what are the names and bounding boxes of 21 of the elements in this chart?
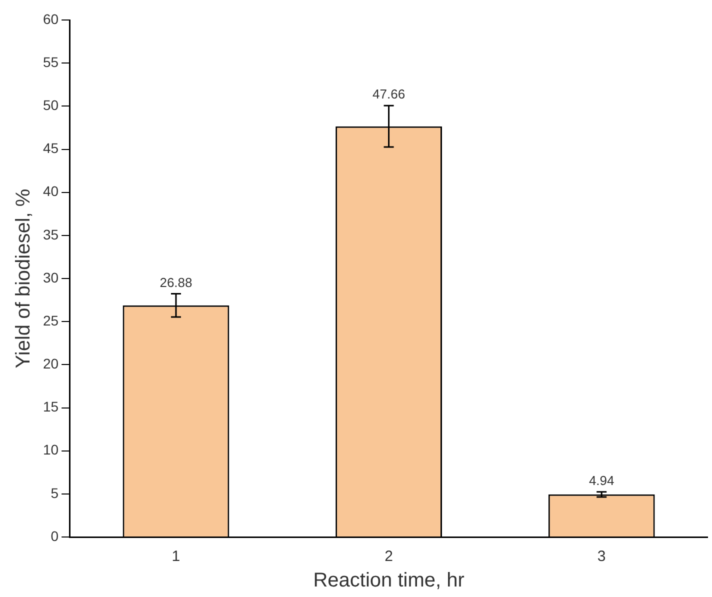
y-tick-label: 60 [42,10,59,27]
y-tick-label: 25 [42,312,59,328]
y-tick-label: 10 [42,442,59,458]
data-label: 4.94 [588,472,614,488]
data-label: 47.66 [372,86,406,102]
y-tick-label: 15 [42,398,59,415]
y-tick-label: 0 [50,528,59,544]
y-tick-label: 50 [42,97,59,114]
y-tick-label: 20 [42,356,59,372]
y-tick-label: 40 [42,183,59,200]
x-tick-label: 3 [597,548,606,566]
x-tick-label: 1 [172,548,180,566]
y-axis-title: Yield of biodiesel, % [12,188,35,368]
data-label: 26.88 [160,274,192,290]
y-tick-label: 55 [42,54,59,70]
y-tick-label: 30 [42,269,59,286]
y-tick-label: 35 [42,226,59,242]
x-axis-title: Reaction time, hr [313,570,465,592]
y-tick-label: 45 [42,140,59,156]
x-tick-label: 2 [384,548,393,566]
y-tick-label: 5 [50,484,59,501]
